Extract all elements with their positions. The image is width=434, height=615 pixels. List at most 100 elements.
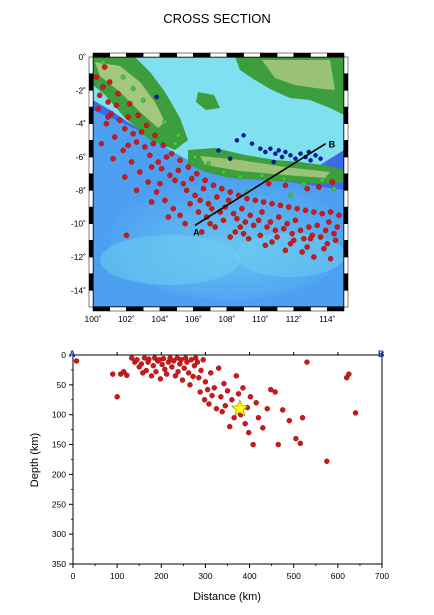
map-event <box>177 212 183 219</box>
frame-checker <box>327 52 345 58</box>
xs-event <box>163 371 170 377</box>
land-sumatra-high <box>95 62 165 128</box>
map-event <box>100 84 106 90</box>
map-event <box>257 232 264 239</box>
map-event <box>259 209 265 215</box>
xs-event <box>297 440 304 447</box>
map-deep-event <box>308 158 313 163</box>
map-event <box>168 150 175 157</box>
map-y-tick-label: -6˚ <box>76 152 87 162</box>
map-event <box>128 159 135 165</box>
map-deep-event <box>227 156 233 161</box>
xs-event <box>218 394 224 400</box>
xs-event <box>198 367 204 374</box>
map-events <box>93 59 342 262</box>
map-event <box>138 129 145 135</box>
map-event <box>237 224 244 230</box>
xs-event <box>279 407 286 413</box>
map-event <box>205 200 212 207</box>
map-deep-event <box>313 153 318 158</box>
xs-event <box>121 369 127 375</box>
xs-event <box>213 406 220 412</box>
frame-checker <box>276 306 295 312</box>
xs-event <box>209 392 215 399</box>
xs-event <box>196 374 202 381</box>
map-x-tick-label: 114˚ <box>319 314 336 324</box>
map-event <box>239 205 245 212</box>
map-event <box>281 225 287 232</box>
map-event <box>125 142 131 149</box>
map-event <box>101 64 108 70</box>
map-event <box>123 232 130 239</box>
map-y-tick-label: -10˚ <box>71 219 86 229</box>
xs-event <box>185 370 192 376</box>
xs-event <box>159 361 165 368</box>
map-event <box>240 230 247 237</box>
xs-event <box>275 441 281 448</box>
map-x-tick-label: 110˚ <box>252 314 269 324</box>
frame-checker <box>88 140 94 158</box>
frame-checker <box>142 306 161 312</box>
frame-checker <box>159 306 177 312</box>
xs-event <box>286 417 292 424</box>
map-event <box>200 185 207 192</box>
map-event <box>324 240 331 247</box>
xs-event <box>268 386 274 393</box>
profile-line <box>194 142 327 227</box>
frame-checker <box>293 52 311 58</box>
xs-event <box>194 359 201 365</box>
xs-x-axis-label: Distance (km) <box>193 591 261 603</box>
frame-checker <box>109 306 127 312</box>
xs-event <box>208 370 214 376</box>
xs-event <box>299 415 306 421</box>
xs-y-tick-label: 250 <box>52 499 66 509</box>
frame-checker <box>343 223 349 241</box>
map-shallow-event <box>100 59 106 65</box>
frame-checker <box>343 240 349 258</box>
xs-event <box>346 371 352 377</box>
frame-checker <box>142 52 161 58</box>
map-event <box>332 237 339 244</box>
map-shallow-event <box>140 97 146 103</box>
map-event <box>177 157 183 164</box>
xs-event <box>169 364 175 370</box>
map-event <box>163 154 170 160</box>
frame-checker <box>176 52 194 58</box>
mainshock-star <box>230 399 249 417</box>
map-deep-event <box>258 146 263 151</box>
map-event <box>319 210 325 217</box>
map-shallow-event <box>319 177 325 183</box>
map-frame-checkers <box>88 52 349 312</box>
frame-checker <box>293 306 311 312</box>
map-event <box>135 112 141 119</box>
frame-checker <box>92 306 110 312</box>
map-event <box>112 134 118 140</box>
map-y-tick-label: 0˚ <box>78 52 86 62</box>
map-event <box>306 224 312 230</box>
map-event <box>150 140 156 147</box>
map-event <box>252 197 259 204</box>
map-deep-event <box>234 138 240 143</box>
map-background <box>93 57 344 307</box>
frame-checker <box>276 52 295 58</box>
map-deep-event <box>283 149 288 155</box>
map-y-tick-label: -2˚ <box>76 85 87 95</box>
xs-x-tick-label: 500 <box>287 571 301 581</box>
frame-checker <box>343 73 349 91</box>
map-event <box>187 200 193 207</box>
map-x-tick-label: 102˚ <box>118 314 135 324</box>
frame-checker <box>88 56 94 74</box>
frame-checker <box>343 190 349 208</box>
map-event <box>327 209 334 215</box>
map-x-tick-label: 100˚ <box>84 314 101 324</box>
map-event <box>302 207 309 214</box>
map-event <box>145 179 151 185</box>
map-event <box>245 235 252 242</box>
map-deep-event <box>293 156 298 161</box>
map-y-tick-label: -4˚ <box>76 119 87 129</box>
map-event <box>125 114 131 120</box>
xs-y-tick-label: 150 <box>52 440 66 450</box>
xs-event <box>233 373 240 379</box>
xs-event <box>206 401 212 407</box>
map-deep-event <box>249 141 255 146</box>
